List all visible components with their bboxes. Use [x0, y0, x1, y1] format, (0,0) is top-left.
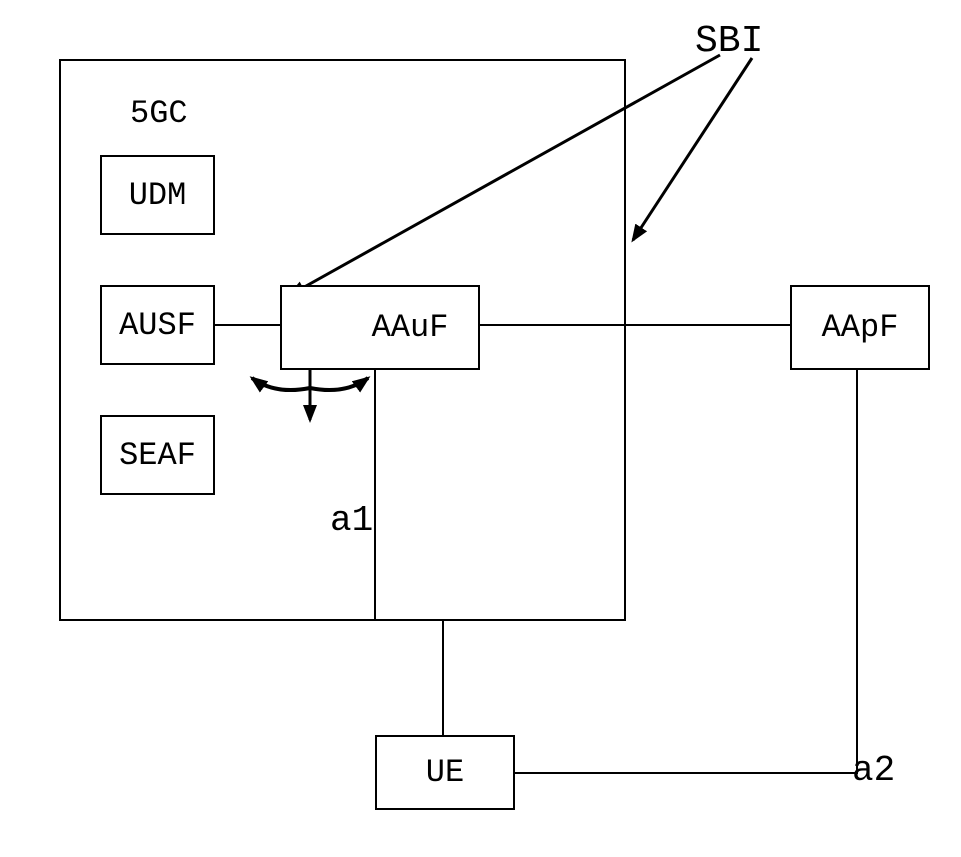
- node-aauf-label: AAuF: [372, 309, 449, 346]
- node-seaf-label: SEAF: [119, 437, 196, 474]
- arrow-sbi-right: [633, 58, 752, 240]
- node-seaf: SEAF: [100, 415, 215, 495]
- node-ue: UE: [375, 735, 515, 810]
- container-5gc-label: 5GC: [130, 95, 188, 132]
- node-aapf-label: AApF: [822, 309, 899, 346]
- node-aapf: AApF: [790, 285, 930, 370]
- node-udm: UDM: [100, 155, 215, 235]
- node-ausf: AUSF: [100, 285, 215, 365]
- label-a2: a2: [852, 750, 895, 791]
- label-sbi: SBI: [695, 20, 763, 63]
- node-ausf-label: AUSF: [119, 307, 196, 344]
- anchor-fluke-right-icon: [310, 378, 368, 390]
- anchor-fluke-left-icon: [252, 378, 310, 390]
- node-udm-label: UDM: [129, 177, 187, 214]
- edge-aauf-ue: [375, 370, 443, 735]
- arrow-sbi-left: [290, 55, 720, 295]
- edge-aapf-ue: [515, 370, 857, 773]
- node-ue-label: UE: [426, 754, 464, 791]
- node-aauf: AAuF: [280, 285, 480, 370]
- label-a1: a1: [330, 500, 373, 541]
